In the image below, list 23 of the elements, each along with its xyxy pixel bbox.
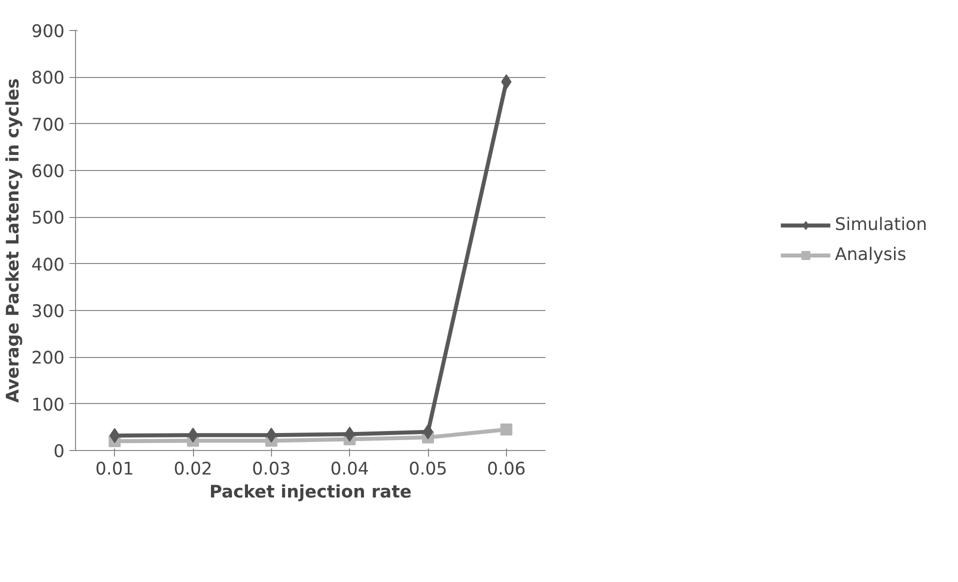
y-tick-label: 200 (31, 348, 65, 369)
point (422, 424, 434, 440)
y-tick-label: 700 (31, 115, 65, 136)
legend-label: Analysis (834, 245, 906, 265)
x-tick-label: 0.02 (174, 460, 212, 480)
x-tick-label: 0.04 (330, 460, 369, 480)
x-axis-title: Packet injection rate (209, 482, 412, 502)
y-axis-title: Average Packet Latency in cycles (3, 78, 24, 403)
point (500, 424, 512, 436)
point (188, 428, 198, 443)
y-tick-label: 0 (53, 442, 65, 462)
x-tick-label: 0.03 (252, 460, 291, 480)
x-tick-label: 0.05 (408, 460, 448, 480)
y-tick-label: 800 (31, 68, 65, 89)
y-tick-label: 900 (31, 22, 65, 42)
y-tick-label: 400 (31, 255, 65, 276)
y-tick-label: 100 (31, 395, 65, 416)
y-tick-label: 600 (31, 162, 65, 182)
y-tick-label: 500 (31, 208, 65, 229)
legend-label: Simulation (834, 215, 928, 235)
x-tick-label: 0.01 (95, 460, 134, 480)
x-tick-label: 0.06 (487, 460, 526, 480)
y-tick-label: 300 (31, 302, 65, 322)
